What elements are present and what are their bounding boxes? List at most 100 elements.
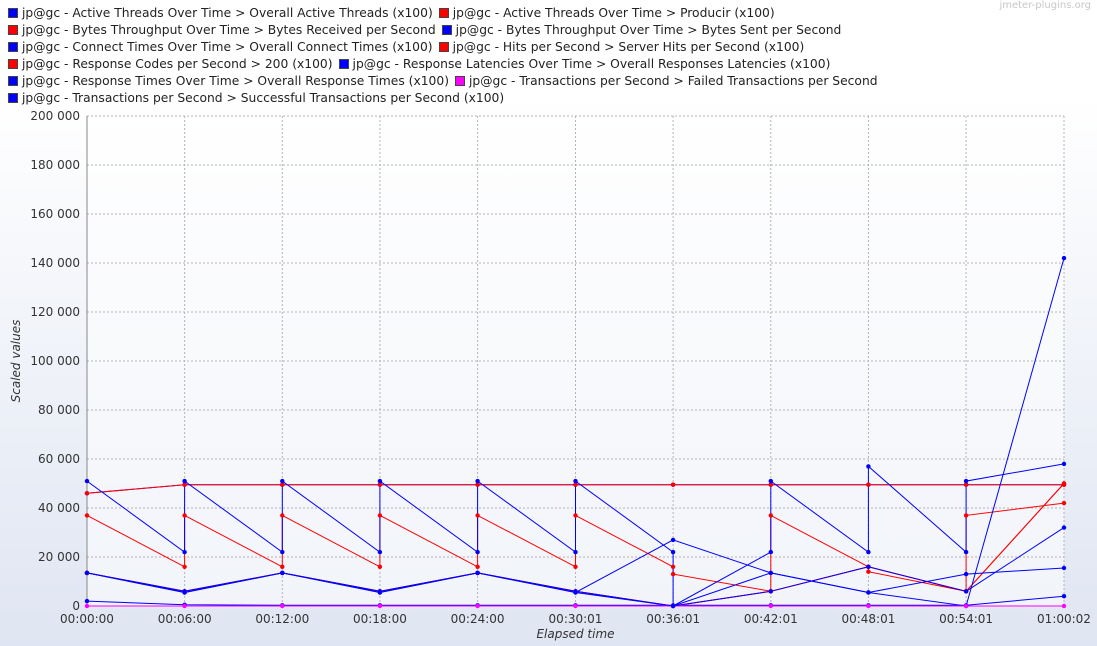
legend-label: jp@gc - Hits per Second > Server Hits pe… [452, 40, 805, 54]
data-point [1061, 500, 1067, 506]
x-tick-label: 00:18:00 [353, 612, 407, 626]
data-point [768, 570, 773, 576]
data-point [182, 478, 187, 484]
data-point [573, 589, 578, 594]
y-tick-label: 200 000 [30, 109, 80, 123]
data-point [84, 603, 90, 609]
data-point [84, 570, 90, 576]
legend-swatch [8, 8, 18, 18]
x-axis-title: Elapsed time [536, 627, 614, 641]
data-point [182, 482, 187, 487]
data-point [573, 478, 578, 484]
data-point [377, 589, 383, 594]
data-point [84, 478, 90, 484]
x-tick-label: 00:00:00 [60, 612, 114, 626]
legend-label: jp@gc - Transactions per Second > Succes… [22, 91, 505, 105]
legend-item: jp@gc - Active Threads Over Time > Overa… [8, 5, 433, 22]
data-point [475, 478, 480, 484]
data-point [280, 549, 285, 555]
data-point [280, 603, 285, 609]
legend-swatch [8, 93, 18, 103]
legend-swatch [8, 42, 18, 52]
data-point [84, 491, 90, 496]
data-point [475, 564, 480, 569]
x-tick-label: 00:36:01 [646, 612, 700, 626]
legend-swatch [8, 76, 18, 86]
data-point [182, 513, 187, 518]
data-point [573, 482, 578, 487]
x-tick-label: 00:12:00 [255, 612, 309, 626]
data-point [280, 564, 285, 569]
legend-label: jp@gc - Bytes Throughput Over Time > Byt… [22, 23, 436, 37]
data-point [182, 564, 187, 569]
legend-swatch [438, 42, 449, 52]
legend-item: jp@gc - Response Latencies Over Time > O… [338, 56, 831, 73]
x-tick-label: 00:54:01 [939, 612, 993, 626]
data-point [1061, 565, 1067, 571]
data-point [1061, 603, 1067, 609]
legend-item: jp@gc - Bytes Throughput Over Time > Byt… [8, 22, 436, 39]
data-point [280, 478, 285, 484]
legend-swatch [8, 25, 18, 35]
chart-legend: jp@gc - Active Threads Over Time > Overa… [8, 5, 1008, 107]
data-point [670, 537, 676, 543]
data-point [866, 569, 871, 574]
data-point [475, 603, 480, 609]
data-point [670, 571, 676, 577]
data-point [280, 570, 285, 576]
data-point [963, 513, 969, 518]
data-point [866, 590, 871, 595]
legend-label: jp@gc - Connect Times Over Time > Overal… [22, 40, 433, 54]
data-point [963, 549, 969, 555]
data-point [768, 549, 773, 555]
legend-label: jp@gc - Response Latencies Over Time > O… [352, 57, 831, 71]
data-point [280, 513, 285, 518]
legend-label: jp@gc - Transactions per Second > Failed… [469, 74, 878, 88]
data-point [280, 482, 285, 487]
data-point [768, 589, 773, 594]
y-axis-title: Scaled values [9, 320, 23, 403]
legend-swatch [455, 76, 465, 86]
legend-item: jp@gc - Active Threads Over Time > Produ… [438, 5, 775, 22]
data-point [866, 603, 871, 609]
legend-label: jp@gc - Response Times Over Time > Overa… [22, 74, 449, 88]
y-tick-labels: 0 20 000 40 000 60 000 80 000 100 000 120 000 1… [30, 109, 80, 613]
legend-swatch [8, 59, 18, 69]
y-tick-label: 140 000 [30, 256, 80, 270]
x-tick-labels: 00:00:00 00:06:00 00:12:00 00:18:00 00:24:00… [60, 612, 1091, 626]
data-point [475, 513, 480, 518]
legend-item: jp@gc - Connect Times Over Time > Overal… [8, 39, 433, 56]
data-point [670, 549, 676, 555]
legend-item: jp@gc - Transactions per Second > Succes… [8, 90, 504, 107]
watermark: jmeter-plugins.org [999, 0, 1091, 11]
data-point [377, 564, 383, 569]
data-point [475, 482, 480, 487]
data-point [182, 589, 187, 594]
data-point [768, 478, 773, 484]
x-tick-label: 00:30:01 [549, 612, 603, 626]
x-tick-label: 00:48:01 [841, 612, 895, 626]
legend-item: jp@gc - Transactions per Second > Failed… [455, 73, 878, 90]
legend-label: jp@gc - Active Threads Over Time > Produ… [452, 6, 775, 20]
data-point [377, 482, 383, 487]
x-tick-label: 00:24:00 [451, 612, 505, 626]
legend-item: jp@gc - Response Codes per Second > 200 … [8, 56, 333, 73]
data-point [963, 571, 969, 577]
legend-label: jp@gc - Bytes Throughput Over Time > Byt… [455, 23, 842, 37]
data-point [377, 478, 383, 484]
data-point [768, 482, 773, 487]
legend-swatch [441, 25, 452, 35]
data-point [573, 513, 578, 518]
y-tick-label: 60 000 [38, 452, 80, 466]
y-tick-label: 40 000 [38, 501, 80, 515]
data-point [768, 603, 773, 609]
x-tick-label: 00:06:00 [158, 612, 212, 626]
legend-swatch [338, 59, 349, 69]
data-point [84, 513, 90, 518]
data-point [866, 564, 871, 569]
data-point [182, 603, 187, 609]
y-tick-label: 180 000 [30, 158, 80, 172]
y-tick-label: 160 000 [30, 207, 80, 221]
data-point [84, 598, 90, 604]
